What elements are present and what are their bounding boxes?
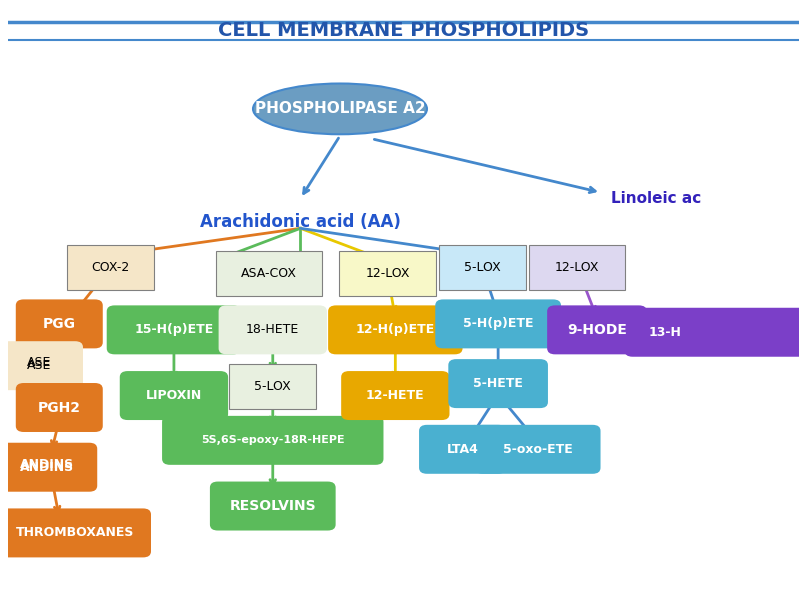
FancyBboxPatch shape	[16, 383, 102, 432]
Text: PHOSPHOLIPASE A2: PHOSPHOLIPASE A2	[254, 101, 426, 116]
FancyBboxPatch shape	[435, 299, 561, 349]
FancyBboxPatch shape	[218, 305, 327, 355]
Text: CELL MEMBRANE PHOSPHOLIPIDS: CELL MEMBRANE PHOSPHOLIPIDS	[218, 20, 589, 40]
Text: 12-H(p)ETE: 12-H(p)ETE	[356, 323, 435, 337]
Text: PGH2: PGH2	[38, 401, 81, 415]
Text: 5-oxo-ETE: 5-oxo-ETE	[502, 443, 573, 456]
FancyBboxPatch shape	[328, 305, 462, 355]
Text: 12-LOX: 12-LOX	[555, 260, 599, 274]
FancyBboxPatch shape	[216, 251, 322, 296]
FancyBboxPatch shape	[0, 341, 83, 390]
Text: 5-LOX: 5-LOX	[464, 260, 501, 274]
Ellipse shape	[253, 83, 427, 134]
FancyBboxPatch shape	[475, 425, 601, 474]
Text: THROMBOXANES: THROMBOXANES	[16, 526, 134, 539]
FancyBboxPatch shape	[67, 245, 154, 290]
Text: LTA4: LTA4	[446, 443, 478, 456]
FancyBboxPatch shape	[419, 425, 506, 474]
Text: 13-H: 13-H	[648, 326, 682, 339]
Text: ANDINS: ANDINS	[20, 458, 74, 471]
FancyBboxPatch shape	[625, 308, 800, 357]
FancyBboxPatch shape	[16, 299, 102, 349]
Text: 9-HODE: 9-HODE	[567, 323, 627, 337]
Text: ASE: ASE	[27, 356, 52, 369]
FancyBboxPatch shape	[106, 305, 241, 355]
Text: ANDINS: ANDINS	[20, 461, 74, 474]
FancyBboxPatch shape	[529, 245, 626, 290]
FancyBboxPatch shape	[162, 416, 383, 465]
FancyBboxPatch shape	[448, 359, 548, 408]
Text: 12-HETE: 12-HETE	[366, 389, 425, 402]
Text: PGG: PGG	[42, 317, 76, 331]
Text: LIPOXIN: LIPOXIN	[146, 389, 202, 402]
Text: 5-H(p)ETE: 5-H(p)ETE	[463, 317, 534, 331]
Text: 5-LOX: 5-LOX	[254, 380, 291, 393]
Text: 5-HETE: 5-HETE	[473, 377, 523, 390]
Text: ASE: ASE	[27, 359, 52, 372]
FancyBboxPatch shape	[0, 508, 151, 557]
FancyBboxPatch shape	[120, 371, 228, 420]
FancyBboxPatch shape	[210, 482, 336, 530]
Text: ASA-COX: ASA-COX	[241, 266, 297, 280]
Text: COX-2: COX-2	[91, 260, 130, 274]
Text: 15-H(p)ETE: 15-H(p)ETE	[134, 323, 214, 337]
FancyBboxPatch shape	[230, 364, 316, 409]
Text: 5S,6S-epoxy-18R-HEPE: 5S,6S-epoxy-18R-HEPE	[201, 436, 345, 445]
Text: Arachidonic acid (AA): Arachidonic acid (AA)	[200, 214, 401, 232]
FancyBboxPatch shape	[439, 245, 526, 290]
Text: 12-LOX: 12-LOX	[365, 266, 410, 280]
FancyBboxPatch shape	[341, 371, 450, 420]
FancyBboxPatch shape	[0, 443, 98, 492]
Text: Linoleic ac: Linoleic ac	[611, 191, 702, 206]
FancyBboxPatch shape	[547, 305, 646, 355]
Text: RESOLVINS: RESOLVINS	[230, 499, 316, 513]
Text: 18-HETE: 18-HETE	[246, 323, 299, 337]
FancyBboxPatch shape	[339, 251, 436, 296]
